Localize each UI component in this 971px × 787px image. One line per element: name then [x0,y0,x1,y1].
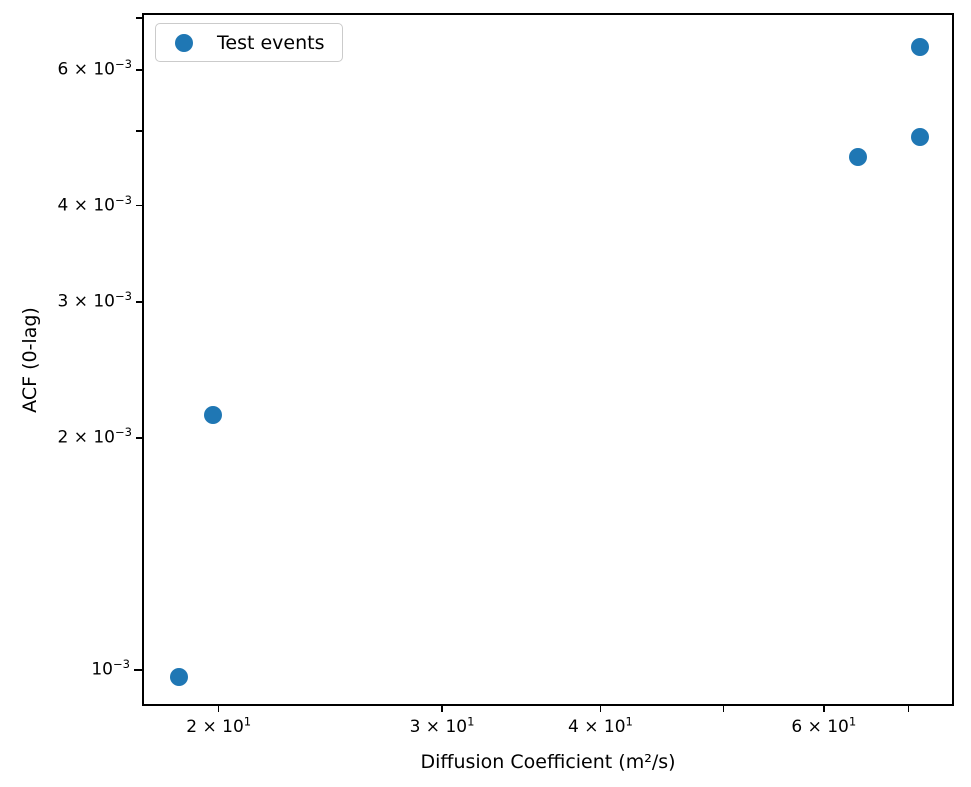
x-tick-mark [217,706,220,712]
y-tick-mark [136,17,142,20]
scatter-point [169,667,188,686]
y-tick-label: 2 × 10−3 [57,424,132,448]
x-tick-mark [722,706,725,712]
legend-label: Test events [217,31,325,54]
y-tick-label: 4 × 10−3 [57,192,132,216]
y-tick-mark [136,130,142,132]
scatter-point [910,128,929,146]
y-tick-mark [136,69,142,71]
y-axis-label: ACF (0-lag) [19,307,41,413]
x-tick-mark [441,706,443,712]
legend-marker-icon [175,33,193,52]
x-tick-label: 2 × 101 [186,714,252,737]
plot-area [142,13,954,706]
y-tick-label: 6 × 10−3 [57,56,132,80]
x-tick-label: 3 × 101 [409,714,475,737]
x-tick-mark [823,706,825,712]
legend: Test events [155,23,344,62]
x-tick-mark [599,706,602,712]
y-tick-label: 10−3 [91,656,130,680]
y-tick-mark [136,204,142,207]
y-tick-label: 3 × 10−3 [57,288,132,312]
y-tick-mark [136,437,142,439]
scatter-point [910,37,929,56]
y-tick-mark [136,301,142,303]
x-axis-label: Diffusion Coefficient (m²/s) [420,751,676,773]
scatter-point [204,406,223,425]
x-tick-label: 4 × 101 [568,714,633,737]
y-tick-mark [134,668,142,671]
x-tick-label: 6 × 101 [791,714,857,737]
x-tick-mark [907,706,910,712]
scatter-point [848,147,867,166]
